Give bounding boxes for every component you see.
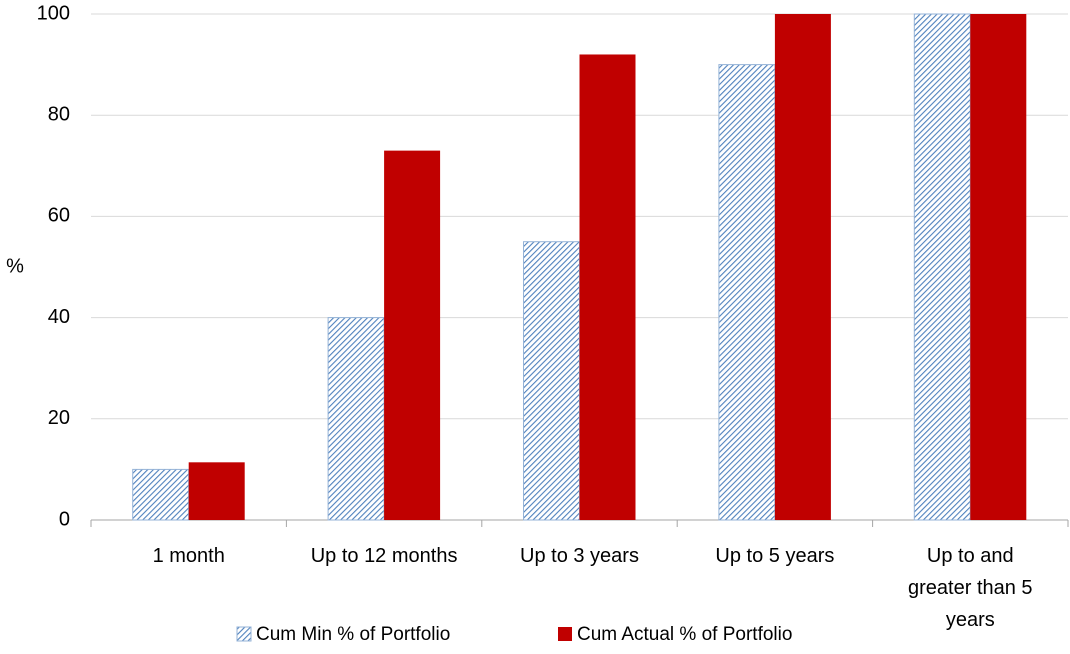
legend-swatch	[236, 626, 252, 642]
bar	[718, 64, 776, 521]
x-tick-label-box: Up to and greater than 5 years	[908, 545, 1033, 631]
legend-label: Cum Min % of Portfolio	[256, 624, 450, 645]
x-tick-label: Up to and greater than 5 years	[908, 545, 1033, 631]
bar	[523, 241, 580, 521]
legend-swatch	[558, 627, 572, 641]
x-tick-label-box: 1 month	[152, 545, 225, 567]
x-tick-label: Up to 5 years	[715, 545, 835, 567]
x-tick-label-box: Up to 5 years	[715, 545, 835, 567]
y-tick-label: 20	[48, 407, 70, 429]
y-tick-label: 0	[59, 508, 70, 530]
x-tick-label-box: Up to 12 months	[310, 545, 458, 567]
bar	[913, 13, 971, 521]
y-tick-label: 40	[48, 306, 70, 328]
x-tick-label: 1 month	[152, 545, 225, 567]
bar	[774, 14, 831, 520]
y-tick-label: 80	[48, 103, 70, 125]
bar	[970, 14, 1027, 520]
x-tick-label: Up to 3 years	[520, 545, 639, 567]
bar	[327, 317, 385, 521]
bar	[384, 150, 441, 520]
y-tick-label: 100	[37, 2, 70, 24]
legend-label: Cum Actual % of Portfolio	[577, 624, 792, 645]
bar	[579, 54, 636, 520]
bar	[132, 468, 190, 521]
y-axis-label: %	[6, 255, 24, 277]
x-tick-label: Up to 12 months	[310, 545, 458, 567]
x-tick-label-box: Up to 3 years	[520, 545, 639, 567]
y-tick-label: 60	[48, 205, 70, 227]
bar	[188, 462, 245, 520]
